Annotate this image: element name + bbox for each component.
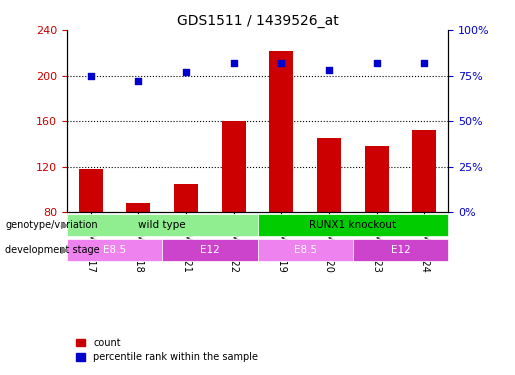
- Bar: [79, 169, 102, 212]
- Bar: [413, 130, 436, 212]
- Title: GDS1511 / 1439526_at: GDS1511 / 1439526_at: [177, 13, 338, 28]
- Text: ▶: ▶: [61, 245, 68, 255]
- Point: [182, 69, 190, 75]
- Bar: [222, 121, 246, 212]
- Text: E12: E12: [200, 245, 220, 255]
- Text: E12: E12: [390, 245, 410, 255]
- Point: [372, 60, 381, 66]
- Point: [134, 78, 143, 84]
- Bar: [67, 214, 258, 236]
- Text: development stage: development stage: [5, 245, 100, 255]
- Bar: [127, 203, 150, 212]
- Bar: [269, 51, 293, 212]
- Bar: [162, 238, 258, 261]
- Point: [420, 60, 428, 66]
- Text: genotype/variation: genotype/variation: [5, 220, 98, 230]
- Bar: [174, 184, 198, 212]
- Point: [277, 60, 285, 66]
- Text: RUNX1 knockout: RUNX1 knockout: [309, 220, 397, 230]
- Bar: [258, 214, 448, 236]
- Text: ▶: ▶: [61, 220, 68, 230]
- Bar: [353, 238, 448, 261]
- Legend: count, percentile rank within the sample: count, percentile rank within the sample: [72, 334, 262, 366]
- Text: wild type: wild type: [139, 220, 186, 230]
- Point: [87, 73, 95, 79]
- Bar: [365, 146, 388, 212]
- Text: E8.5: E8.5: [294, 245, 317, 255]
- Text: E8.5: E8.5: [103, 245, 126, 255]
- Bar: [67, 238, 162, 261]
- Point: [230, 60, 238, 66]
- Point: [325, 67, 333, 73]
- Bar: [258, 238, 353, 261]
- Bar: [317, 138, 341, 212]
